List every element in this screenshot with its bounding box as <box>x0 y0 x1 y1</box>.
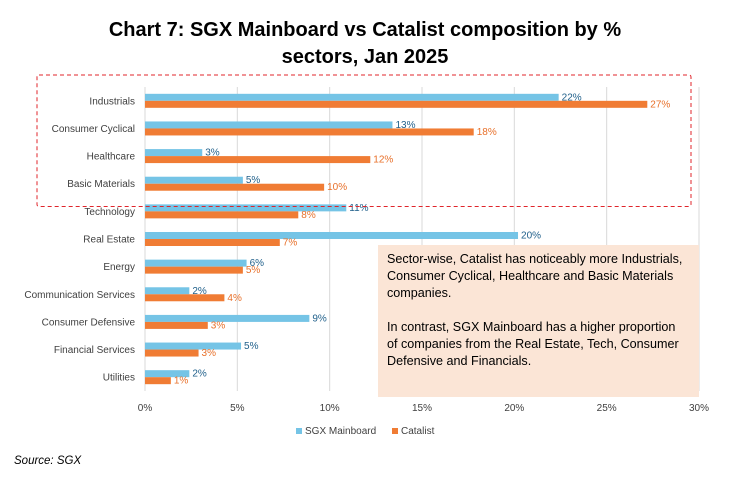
data-label: 12% <box>373 155 393 166</box>
bars: 22%27%13%18%3%12%5%10%11%8%20%7%6%5%2%4%… <box>145 92 670 387</box>
data-label: 1% <box>174 376 189 387</box>
data-label: 6% <box>250 258 265 269</box>
bar <box>145 93 559 101</box>
data-label: 8% <box>301 210 316 221</box>
annotation-box: Sector-wise, Catalist has noticeably mor… <box>378 245 699 397</box>
category-label: Communication Services <box>24 290 135 301</box>
bar <box>145 294 225 302</box>
data-label: 13% <box>395 120 415 131</box>
bar <box>145 121 393 129</box>
bar <box>145 321 208 329</box>
x-tick-labels: 0% 5% 10% 15% 20% 25% 30% <box>138 403 709 414</box>
annotation-paragraph-1: Sector-wise, Catalist has noticeably mor… <box>387 252 683 300</box>
category-label: Utilities <box>103 373 135 384</box>
data-label: 5% <box>244 341 259 352</box>
data-label: 2% <box>192 286 207 297</box>
data-label: 27% <box>650 99 670 110</box>
x-tick-label: 10% <box>320 403 340 414</box>
bar <box>145 259 247 267</box>
category-label: Consumer Cyclical <box>52 124 135 135</box>
data-label: 18% <box>477 127 497 138</box>
data-label: 4% <box>227 293 242 304</box>
chart-title-line1: Chart 7: SGX Mainboard vs Catalist compo… <box>109 19 622 41</box>
category-label: Basic Materials <box>67 179 135 190</box>
x-tick-label: 0% <box>138 403 153 414</box>
category-label: Financial Services <box>54 345 135 356</box>
bar <box>145 370 190 378</box>
legend-label: SGX Mainboard <box>305 426 376 437</box>
category-label: Consumer Defensive <box>42 317 136 328</box>
data-label: 9% <box>312 313 327 324</box>
data-label: 5% <box>246 175 261 186</box>
bar <box>145 377 171 385</box>
bar <box>145 156 371 164</box>
bar <box>145 128 474 136</box>
bar <box>145 176 243 184</box>
x-tick-label: 20% <box>504 403 524 414</box>
bar <box>145 342 242 350</box>
bar <box>145 204 347 212</box>
data-label: 3% <box>202 348 217 359</box>
data-label: 2% <box>192 369 207 380</box>
category-labels: Industrials Consumer Cyclical Healthcare Ba… <box>24 96 135 383</box>
bar <box>145 314 310 322</box>
category-label: Technology <box>84 207 135 218</box>
bar <box>145 100 648 108</box>
category-label: Healthcare <box>87 152 136 163</box>
x-tick-label: 5% <box>230 403 245 414</box>
category-label: Industrials <box>89 96 135 107</box>
data-label: 11% <box>349 203 368 214</box>
legend-swatch <box>296 428 302 434</box>
bar <box>145 149 203 157</box>
legend-swatch <box>392 428 398 434</box>
category-label: Energy <box>103 262 135 273</box>
highlight-box <box>36 74 692 208</box>
bar <box>145 266 243 274</box>
bar <box>145 239 280 246</box>
bar <box>145 183 325 191</box>
data-label: 20% <box>521 231 541 242</box>
x-tick-label: 25% <box>597 403 617 414</box>
source-note: Source: SGX <box>14 455 82 467</box>
bar <box>145 232 519 239</box>
legend: SGX Mainboard Catalist <box>296 426 435 437</box>
category-label: Real Estate <box>83 235 135 246</box>
data-label: 5% <box>246 265 261 276</box>
legend-label: Catalist <box>401 426 435 437</box>
data-label: 3% <box>211 320 226 331</box>
data-label: 10% <box>327 182 347 193</box>
data-label: 3% <box>205 148 220 159</box>
bar <box>145 287 190 295</box>
data-label: 7% <box>283 238 298 249</box>
bar <box>145 211 299 219</box>
chart-title-line2: sectors, Jan 2025 <box>282 46 449 68</box>
bar <box>145 349 199 357</box>
x-tick-label: 30% <box>689 403 709 414</box>
data-label: 22% <box>562 92 582 103</box>
x-tick-label: 15% <box>412 403 432 414</box>
annotation-paragraph-2: In contrast, SGX Mainboard has a higher … <box>387 320 679 368</box>
